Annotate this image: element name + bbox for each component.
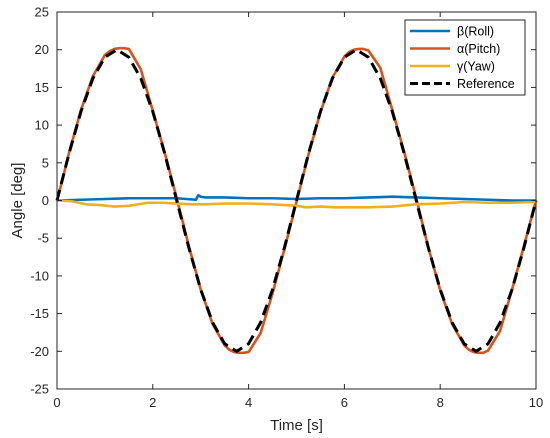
series-layer xyxy=(55,46,538,355)
y-tick-label: 10 xyxy=(35,118,49,133)
y-tick-label: -20 xyxy=(30,344,49,359)
y-tick-label: 15 xyxy=(35,80,49,95)
x-tick-label: 10 xyxy=(529,395,543,410)
y-tick-label: 5 xyxy=(42,155,49,170)
y-tick-label: -25 xyxy=(30,382,49,397)
ticks-layer: 0 2 4 6 8 10 -25 -20 -15 -10 -5 0 5 10 15 20 25 xyxy=(30,5,543,411)
y-tick-label: 25 xyxy=(35,5,49,20)
x-axis-label: Time [s] xyxy=(270,417,323,434)
y-tick-label: 20 xyxy=(35,42,49,57)
legend-label-3: Reference xyxy=(457,77,515,91)
legend-label-0: β(Roll) xyxy=(457,25,494,39)
y-tick-label: -5 xyxy=(37,231,49,246)
y-axis-label: Angle [deg] xyxy=(9,163,26,239)
x-tick-label: 6 xyxy=(341,395,348,410)
legend-label-1: α(Pitch) xyxy=(457,42,500,56)
series-line-2 xyxy=(56,199,537,209)
y-tick-label: -15 xyxy=(30,306,49,321)
y-tick-label: 0 xyxy=(42,193,49,208)
x-tick-label: 0 xyxy=(53,395,60,410)
series-line-0 xyxy=(56,193,536,202)
x-tick-label: 4 xyxy=(245,395,252,410)
legend: β(Roll) α(Pitch) γ(Yaw) Reference xyxy=(404,19,526,96)
legend-label-2: γ(Yaw) xyxy=(457,60,495,74)
y-tick-label: -10 xyxy=(30,268,49,283)
x-tick-label: 8 xyxy=(437,395,444,410)
x-tick-label: 2 xyxy=(149,395,156,410)
series-line-3 xyxy=(55,48,538,353)
